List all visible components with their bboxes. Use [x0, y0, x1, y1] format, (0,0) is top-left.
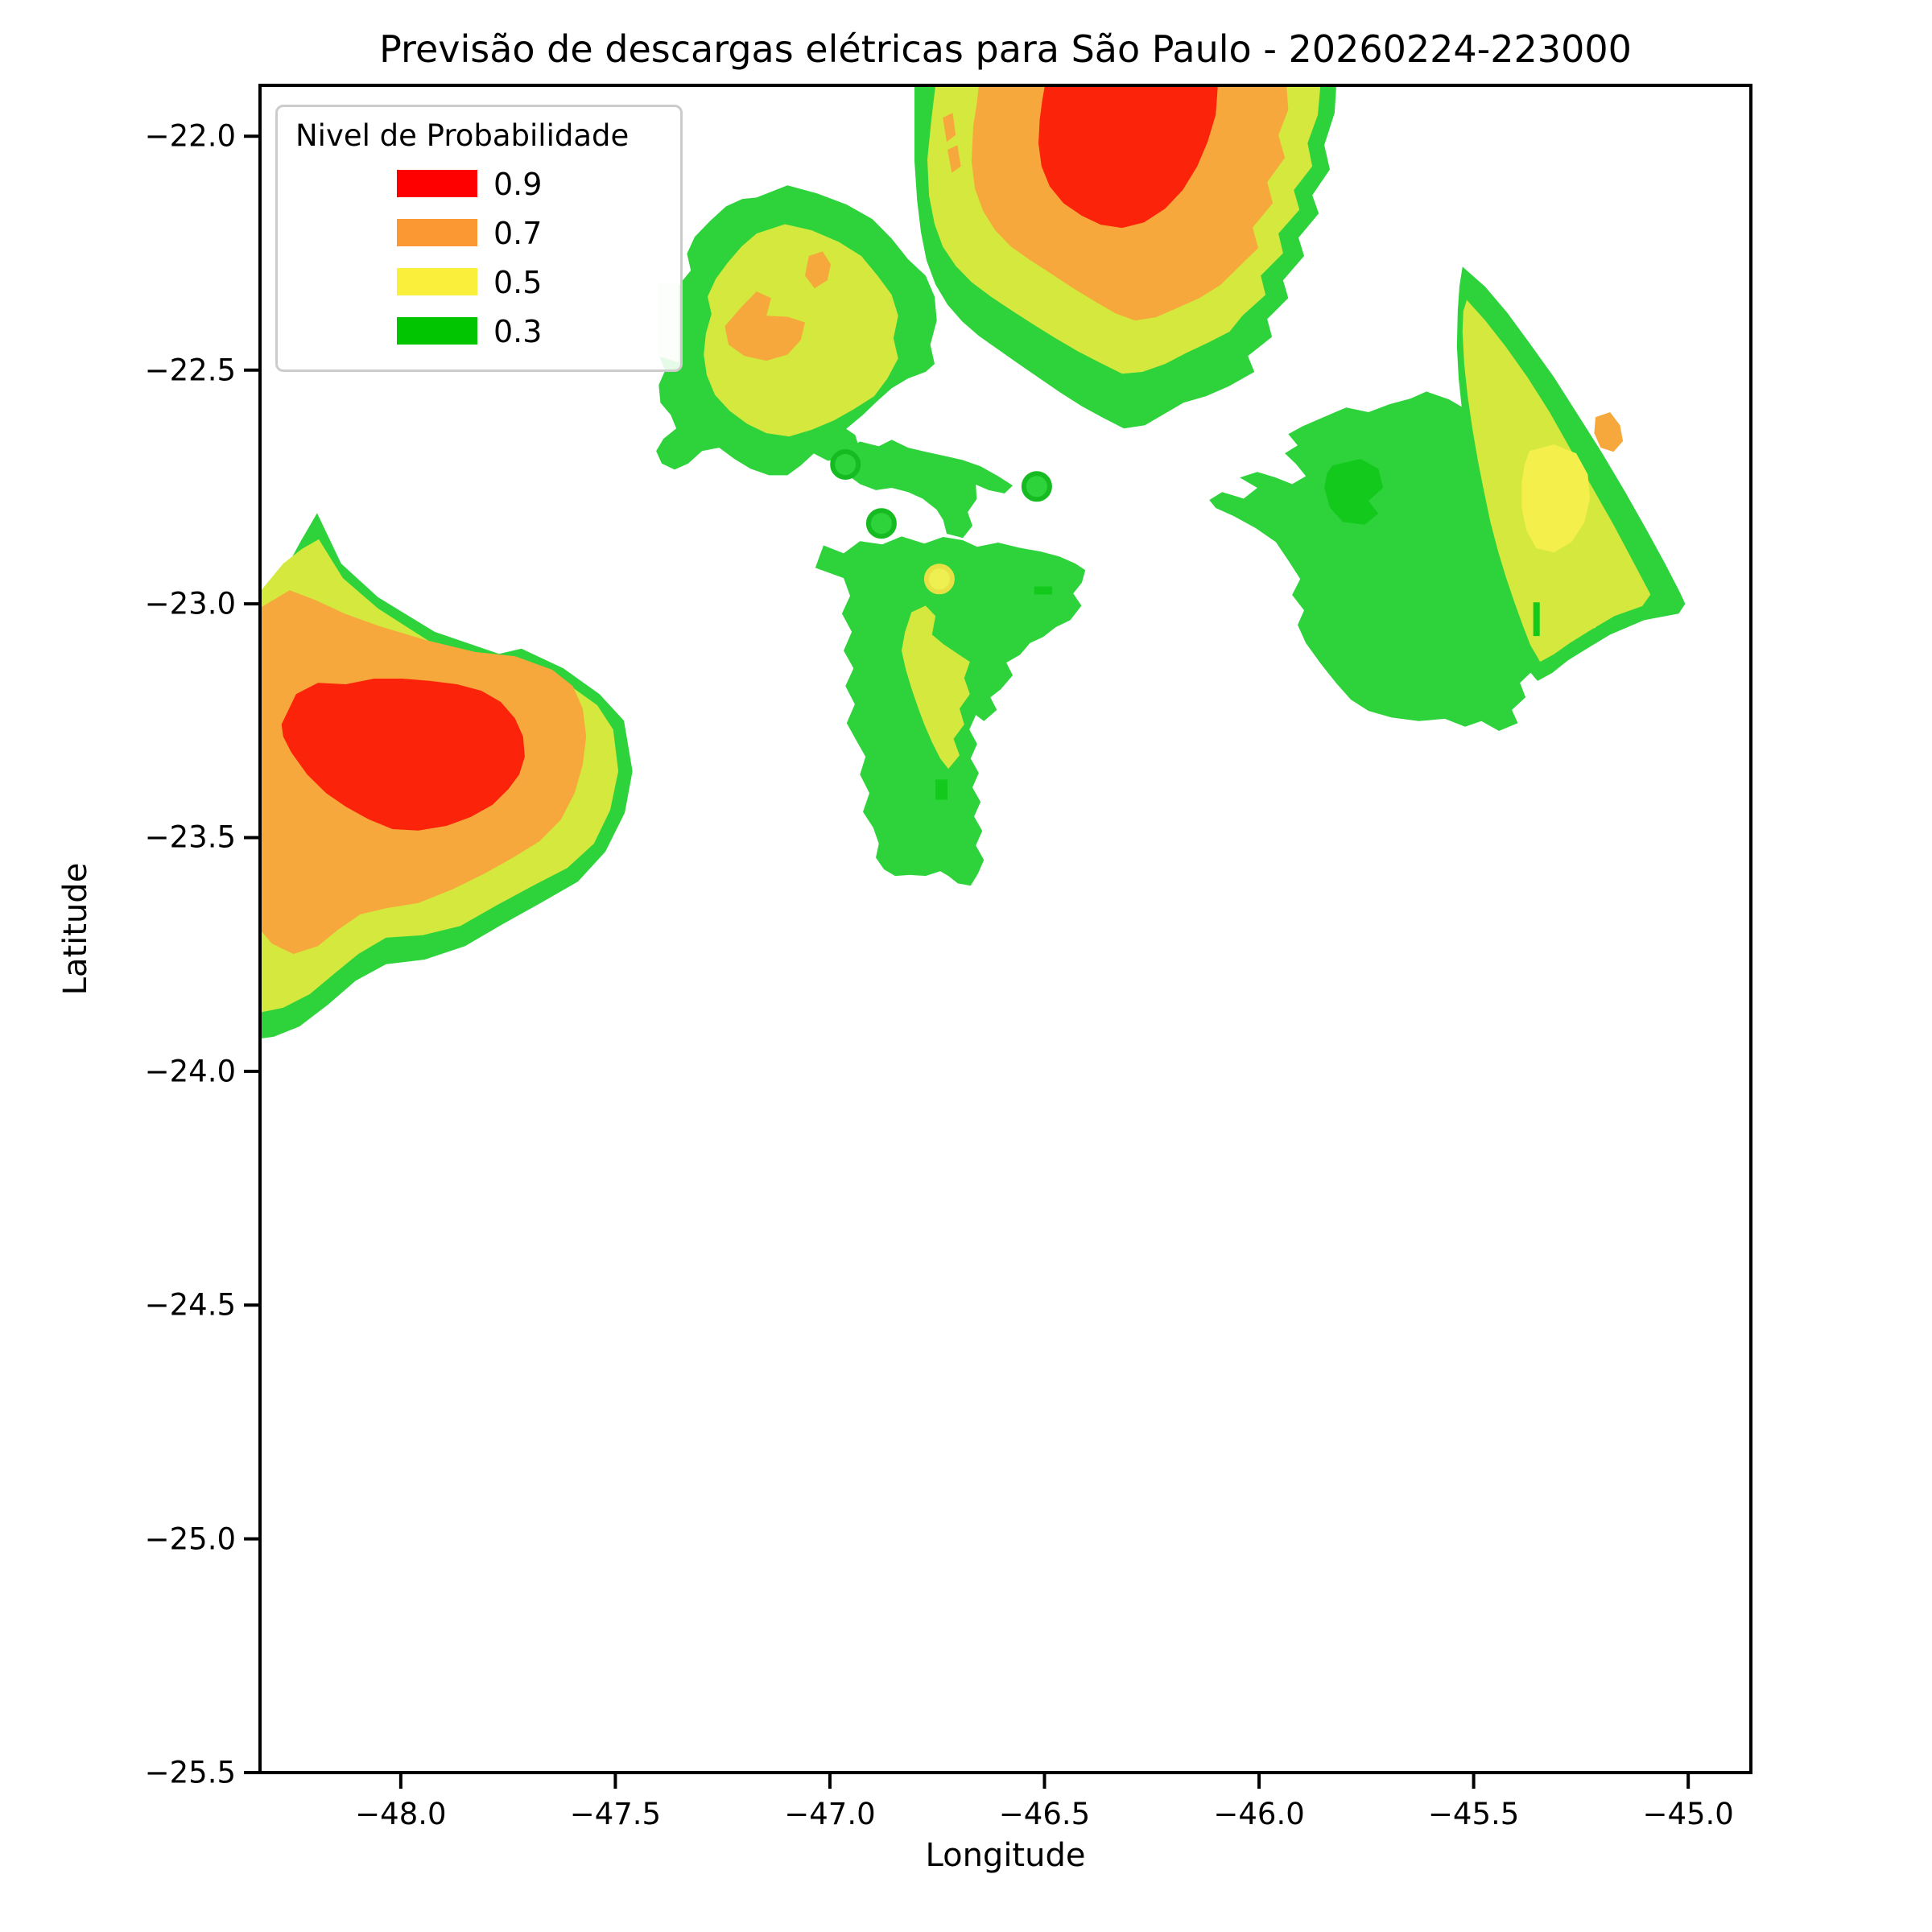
- y-tick-label: −25.0: [144, 1521, 236, 1557]
- contour-region-nw-cell-orange-small: [805, 251, 831, 289]
- legend-swatch: [397, 170, 477, 197]
- y-tick-label: −23.0: [144, 586, 236, 621]
- contour-region-center-strip-green: [839, 440, 1013, 539]
- marker-green-dot-2: [1021, 471, 1052, 502]
- legend-entry: 0.9: [278, 167, 680, 202]
- contour-region-nw-cell-orange-main: [724, 291, 805, 361]
- legend-entry-label: 0.9: [493, 167, 543, 202]
- y-tick-label: −22.0: [144, 118, 236, 154]
- contour-region-north-storm-orange-sliver-2: [947, 145, 961, 173]
- y-tick-label: −24.5: [144, 1287, 236, 1323]
- contour-region-east-fan-bright-yellow: [1521, 444, 1591, 553]
- axes-border: [258, 84, 1752, 1774]
- contour-region-east-yellow-dash-1: [1546, 617, 1568, 629]
- x-tick-label: −46.0: [1213, 1797, 1305, 1831]
- legend-entry: 0.5: [278, 265, 680, 300]
- contour-region-east-fan-orange-patch: [1594, 412, 1624, 452]
- contour-region-east-mass-dark-patch-1: [1324, 459, 1384, 525]
- x-tick-label: −45.5: [1427, 1797, 1520, 1831]
- contour-region-center-square-dark: [935, 779, 947, 800]
- marker-yellow-dot-1: [923, 564, 955, 595]
- marker-green-dot-1: [830, 449, 861, 480]
- contour-region-north-storm-red: [1038, 85, 1218, 229]
- x-tick-label: −48.0: [355, 1797, 447, 1831]
- legend-swatch: [397, 317, 477, 345]
- contour-region-east-yellow-dash-2: [1576, 617, 1596, 629]
- legend-swatch: [397, 219, 477, 246]
- contour-region-sw-storm-red: [281, 679, 525, 831]
- contour-region-east-fan-dark-strip: [1533, 602, 1540, 637]
- marker-green-dot-3: [865, 508, 897, 539]
- contour-region-center-dash-dark: [1034, 586, 1053, 595]
- legend-entry: 0.3: [278, 314, 680, 349]
- chart-title: Previsão de descargas elétricas para São…: [379, 27, 1632, 71]
- y-tick-label: −25.5: [144, 1755, 236, 1790]
- y-axis-label: Latitude: [57, 862, 94, 996]
- legend: Nivel de Probabilidade 0.9 0.7 0.5 0.3: [275, 105, 683, 372]
- legend-entry: 0.7: [278, 216, 680, 251]
- x-tick-label: −45.0: [1642, 1797, 1734, 1831]
- y-tick-label: −23.5: [144, 819, 236, 855]
- scatter-markers: [830, 449, 1052, 595]
- contour-region-center-mass-yellow-stripe: [902, 605, 970, 770]
- y-tick-label: −22.5: [144, 353, 236, 388]
- y-tick-label: −24.0: [144, 1054, 236, 1089]
- x-tick-label: −47.0: [784, 1797, 876, 1831]
- x-tick-label: −47.5: [569, 1797, 662, 1831]
- legend-swatch: [397, 268, 477, 295]
- legend-entry-label: 0.7: [493, 216, 543, 251]
- x-tick-label: −46.5: [998, 1797, 1091, 1831]
- x-axis-label: Longitude: [925, 1837, 1086, 1874]
- contour-region-north-storm-orange-sliver-1: [943, 113, 956, 142]
- contour-region-east-mass-green: [1209, 391, 1544, 731]
- legend-entry-label: 0.3: [493, 314, 543, 349]
- legend-entry-label: 0.5: [493, 265, 543, 300]
- legend-title: Nivel de Probabilidade: [295, 118, 630, 153]
- tick-marks: [244, 134, 1690, 1789]
- contour-regions: [260, 85, 1686, 1039]
